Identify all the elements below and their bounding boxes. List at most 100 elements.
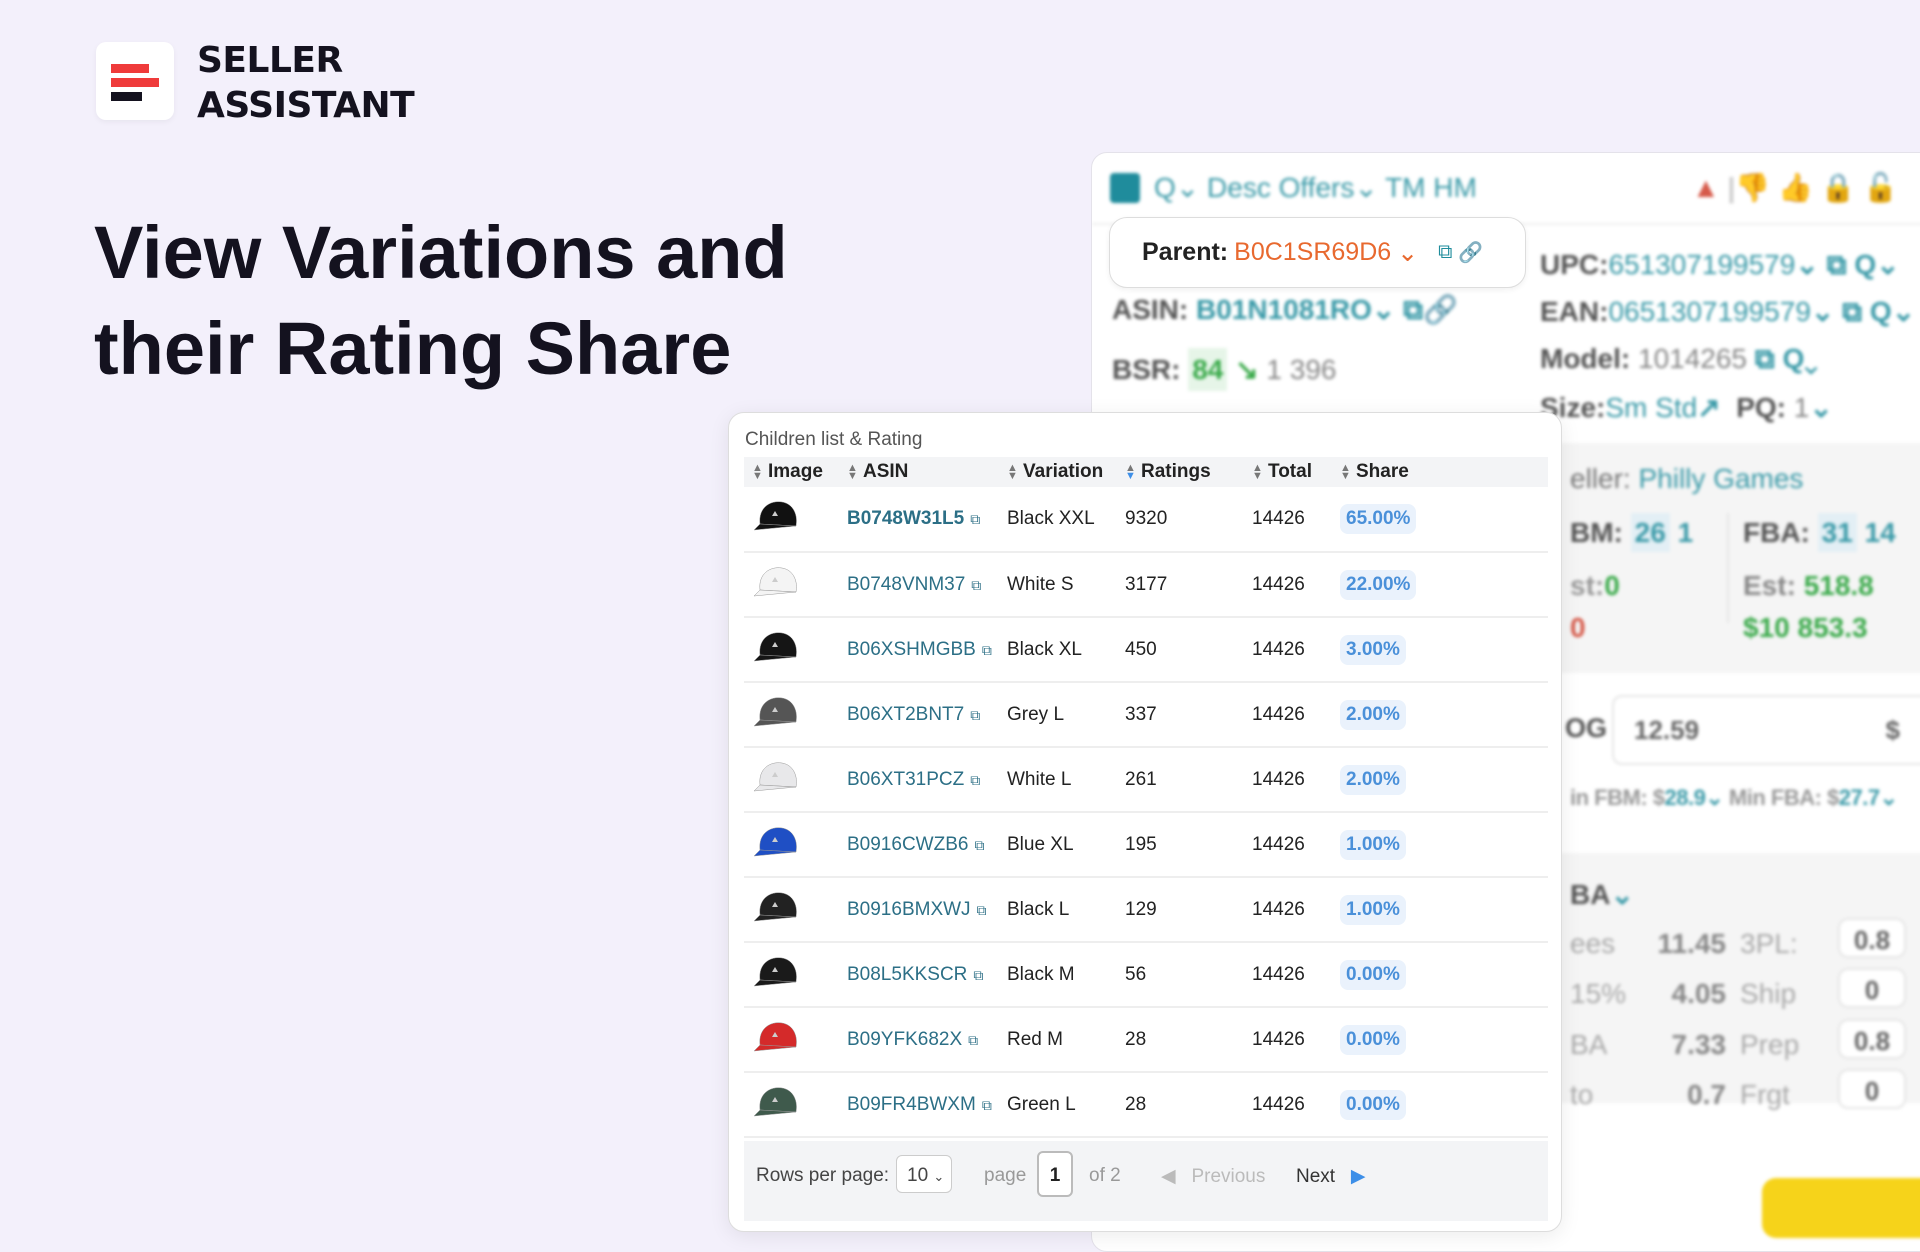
table-row: B0916CWZB6 ⧉ Blue XL 195 14426 1.00% <box>744 812 1548 877</box>
copy-icon[interactable]: ⧉ <box>971 576 982 593</box>
min-prices: in FBM: $28.9⌄ Min FBA: $27.7⌄ <box>1570 785 1898 810</box>
lock-icon[interactable]: 🔒 <box>1820 172 1856 203</box>
product-image <box>753 761 797 791</box>
action-button[interactable] <box>1762 1178 1920 1238</box>
headline: View Variations and their Rating Share <box>94 211 788 390</box>
product-image <box>753 501 797 531</box>
variation: Black XL <box>1007 638 1082 660</box>
3pl-input[interactable]: 0.8 <box>1838 918 1906 958</box>
share-badge: 0.00% <box>1340 1024 1406 1055</box>
rows-per-page-label: Rows per page: <box>756 1165 890 1186</box>
parent-asin-pill: Parent: B0C1SR69D6 ⌄ ⧉ 🔗 <box>1109 217 1526 288</box>
asin-link[interactable]: B0748W31L5 <box>847 508 965 529</box>
ratings: 337 <box>1125 703 1157 725</box>
column-label: ASIN <box>863 461 909 482</box>
unlock-icon[interactable]: 🔓 <box>1863 172 1899 203</box>
asin-link[interactable]: B0916CWZB6 <box>847 833 969 855</box>
variation: Blue XL <box>1007 833 1074 855</box>
rows-per-page-select[interactable]: 10 ⌄ <box>896 1155 952 1193</box>
extension-icon[interactable] <box>1110 173 1140 203</box>
fbm-row: BM: 26 1 <box>1570 513 1693 552</box>
fbm-est: st:0 0 <box>1570 570 1620 643</box>
copy-icon[interactable]: ⧉ <box>970 706 981 723</box>
brand-name: SELLER ASSISTANT <box>197 40 415 126</box>
asin-link[interactable]: B09FR4BWXM <box>847 1093 976 1115</box>
share-badge: 65.00% <box>1340 504 1417 534</box>
ratings: 3177 <box>1125 573 1168 595</box>
toolbar[interactable]: Q⌄ Desc Offers⌄ TM HM <box>1154 172 1477 203</box>
thumbs-up-icon[interactable]: 👍 <box>1777 172 1813 203</box>
asin-link[interactable]: B09YFK682X <box>847 1028 963 1050</box>
status-icons[interactable]: ▲ |👎 👍 🔒 🔓 <box>1692 171 1898 204</box>
column-header-asin[interactable]: ▲ ▼ ASIN <box>839 457 999 487</box>
table-row: B0916BMXWJ ⧉ Black L 129 14426 1.00% <box>744 877 1548 942</box>
ratings: 28 <box>1125 1028 1147 1050</box>
model-row: Model: 1014265 ⧉ Q⌄ <box>1540 343 1818 374</box>
column-label: Share <box>1356 461 1409 482</box>
sort-icon: ▲ ▼ <box>847 461 858 482</box>
cog-label: OG <box>1565 713 1608 743</box>
total: 14426 <box>1252 638 1305 660</box>
table-row: B06XT2BNT7 ⧉ Grey L 337 14426 2.00% <box>744 682 1548 747</box>
fba-row: FBA: 31 14 <box>1743 513 1896 552</box>
column-header-ratings[interactable]: ▲ ▼ Ratings <box>1117 457 1244 487</box>
freight-input[interactable]: 0 <box>1838 1069 1906 1109</box>
product-image <box>753 1086 797 1116</box>
warning-icon[interactable]: ▲ <box>1692 172 1720 203</box>
page-input[interactable]: 1 <box>1037 1151 1073 1197</box>
copy-icon[interactable]: ⧉ <box>968 1031 979 1048</box>
share-badge: 2.00% <box>1340 699 1406 730</box>
prep-input[interactable]: 0.8 <box>1838 1019 1906 1059</box>
ratings: 56 <box>1125 963 1147 985</box>
total: 14426 <box>1252 1028 1305 1050</box>
copy-icon[interactable]: ⧉ <box>973 966 984 983</box>
pagination: Rows per page: 10 ⌄ page 1 of 2 ◀ Previo… <box>744 1141 1548 1221</box>
next-button[interactable]: Next ▶ <box>1296 1166 1366 1187</box>
chevron-down-icon[interactable]: ⌄ <box>1397 238 1419 267</box>
product-image <box>753 696 797 726</box>
asin-link[interactable]: B06XT31PCZ <box>847 768 965 790</box>
fees-header[interactable]: BA⌄ <box>1570 879 1634 910</box>
copy-icon[interactable]: ⧉ <box>974 836 985 853</box>
copy-icon[interactable]: ⧉ <box>1438 241 1453 263</box>
asin-link[interactable]: B06XT2BNT7 <box>847 703 965 725</box>
thumbs-down-icon[interactable]: |👎 <box>1727 172 1771 203</box>
share-badge: 1.00% <box>1340 894 1406 925</box>
total: 14426 <box>1252 898 1305 920</box>
table-row: B0748W31L5 ⧉ Black XXL 9320 14426 65.00% <box>744 487 1548 552</box>
copy-icon[interactable]: ⧉ <box>981 641 992 658</box>
product-image <box>753 891 797 921</box>
total: 14426 <box>1252 768 1305 790</box>
variation: Black M <box>1007 963 1075 985</box>
copy-icon[interactable]: ⧉ <box>970 771 981 788</box>
total: 14426 <box>1252 508 1305 529</box>
asin-link[interactable]: B0916BMXWJ <box>847 898 971 920</box>
variation: Green L <box>1007 1093 1076 1115</box>
previous-button[interactable]: ◀ Previous <box>1161 1166 1266 1187</box>
copy-icon[interactable]: ⧉ <box>970 511 981 527</box>
variation: Black XXL <box>1007 508 1095 529</box>
sort-icon: ▲ ▼ <box>752 461 763 482</box>
column-header-share[interactable]: ▲ ▼ Share <box>1332 457 1548 487</box>
parent-asin-link[interactable]: B0C1SR69D6 <box>1234 238 1392 266</box>
asin-link[interactable]: B08L5KKSCR <box>847 963 968 985</box>
ratings: 261 <box>1125 768 1157 790</box>
ratings: 129 <box>1125 898 1157 920</box>
share-badge: 22.00% <box>1340 569 1417 600</box>
fba-est: Est: 518.8 $10 853.3 <box>1743 570 1874 643</box>
asin-link[interactable]: B06XSHMGBB <box>847 638 976 660</box>
copy-icon[interactable]: ⧉ <box>981 1096 992 1113</box>
link-icon[interactable]: 🔗 <box>1458 242 1484 264</box>
children-table: ▲ ▼ Image ▲ ▼ ASIN ▲ ▼ Variation ▲ ▼ Ratings ▲ ▼ Total… <box>744 457 1548 1138</box>
column-header-total[interactable]: ▲ ▼ Total <box>1244 457 1332 487</box>
copy-icon[interactable]: ⧉ <box>976 901 987 918</box>
sort-icon: ▲ ▼ <box>1007 461 1018 482</box>
cog-input[interactable]: 12.59 $ <box>1612 695 1920 765</box>
column-header-image[interactable]: ▲ ▼ Image <box>744 457 839 487</box>
sort-icon: ▲ ▼ <box>1252 461 1263 482</box>
column-header-variation[interactable]: ▲ ▼ Variation <box>999 457 1117 487</box>
asin-link[interactable]: B0748VNM37 <box>847 573 966 595</box>
column-label: Ratings <box>1141 461 1211 482</box>
ship-input[interactable]: 0 <box>1838 968 1906 1008</box>
size-row: Size:Sm Std↗ PQ: 1⌄ <box>1540 392 1833 423</box>
